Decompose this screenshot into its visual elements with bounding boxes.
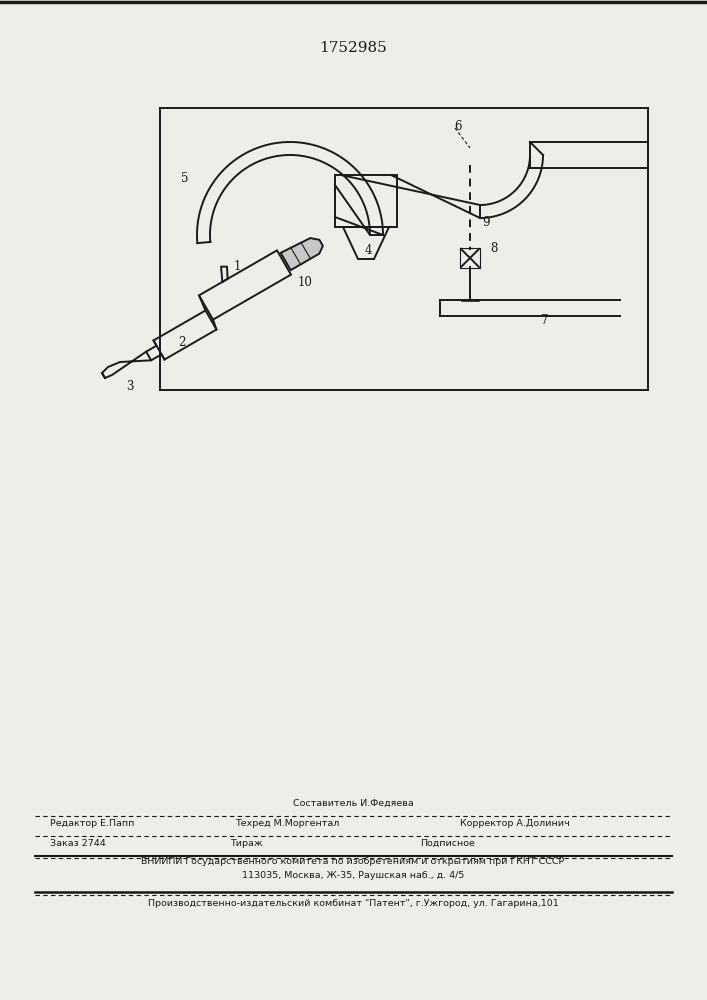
Text: Составитель И.Федяева: Составитель И.Федяева bbox=[293, 799, 414, 808]
Text: 5: 5 bbox=[181, 172, 189, 184]
Text: 2: 2 bbox=[178, 336, 186, 349]
Text: Техред М.Моргентал: Техред М.Моргентал bbox=[235, 819, 339, 828]
Text: 1: 1 bbox=[233, 259, 240, 272]
Text: 6: 6 bbox=[455, 119, 462, 132]
Text: 9: 9 bbox=[482, 216, 490, 229]
Text: 10: 10 bbox=[298, 275, 312, 288]
Text: ВНИИПИ Государственного комитета по изобретениям и открытиям при ГКНТ СССР: ВНИИПИ Государственного комитета по изоб… bbox=[141, 857, 565, 866]
Text: 1752985: 1752985 bbox=[319, 41, 387, 55]
Text: Производственно-издательский комбинат "Патент", г.Ужгород, ул. Гагарина,101: Производственно-издательский комбинат "П… bbox=[148, 899, 559, 908]
Text: Корректор А.Долинич: Корректор А.Долинич bbox=[460, 819, 570, 828]
Text: Редактор Е.Папп: Редактор Е.Папп bbox=[50, 819, 134, 828]
Text: 7: 7 bbox=[542, 314, 549, 326]
Text: Тираж: Тираж bbox=[230, 839, 262, 848]
Text: Подписное: Подписное bbox=[420, 839, 475, 848]
Text: 113035, Москва, Ж-35, Раушская наб., д. 4/5: 113035, Москва, Ж-35, Раушская наб., д. … bbox=[242, 871, 464, 880]
Polygon shape bbox=[281, 238, 323, 270]
Text: Заказ 2744: Заказ 2744 bbox=[50, 839, 106, 848]
Text: 8: 8 bbox=[491, 241, 498, 254]
Text: 3: 3 bbox=[127, 379, 134, 392]
Text: 4: 4 bbox=[364, 243, 372, 256]
